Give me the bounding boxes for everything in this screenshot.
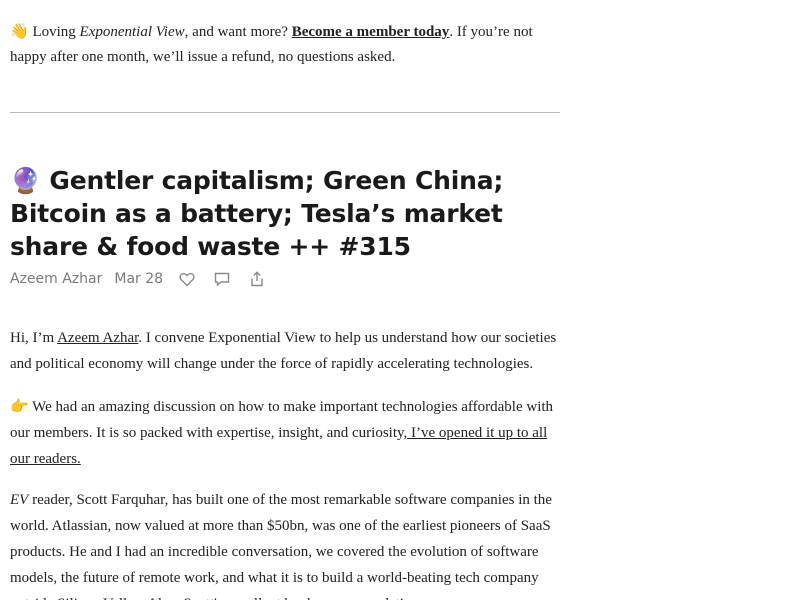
reader-text: reader, Scott Farquhar, has built one of… xyxy=(10,492,552,600)
become-member-link[interactable]: Become a member today xyxy=(292,24,450,40)
post-title[interactable]: 🔮 Gentler capitalism; Green China; Bitco… xyxy=(10,164,570,263)
pointing-emoji: 👉 xyxy=(10,399,29,415)
membership-promo: 👋 Loving Exponential View, and want more… xyxy=(10,20,560,70)
intro-text-before: Hi, I’m xyxy=(10,330,57,346)
post-author[interactable]: Azeem Azhar xyxy=(10,271,102,287)
reader-paragraph: EV reader, Scott Farquhar, has built one… xyxy=(10,487,560,600)
post-meta: Azeem Azhar Mar 28 xyxy=(10,268,282,290)
wave-emoji: 👋 xyxy=(10,24,29,40)
intro-paragraph: Hi, I’m Azeem Azhar. I convene Exponenti… xyxy=(10,325,560,377)
comment-icon[interactable] xyxy=(212,269,232,289)
author-link[interactable]: Azeem Azhar xyxy=(57,330,138,346)
ev-italic: EV xyxy=(10,492,28,508)
post-date: Mar 28 xyxy=(114,271,163,287)
discussion-paragraph: 👉 We had an amazing discussion on how to… xyxy=(10,394,560,472)
publication-name: Exponential View xyxy=(80,24,185,40)
share-icon[interactable] xyxy=(247,269,267,289)
section-divider xyxy=(10,112,560,113)
heart-icon[interactable] xyxy=(177,269,197,289)
promo-text-mid: , and want more? xyxy=(185,24,292,40)
promo-text-before: Loving xyxy=(29,24,80,40)
